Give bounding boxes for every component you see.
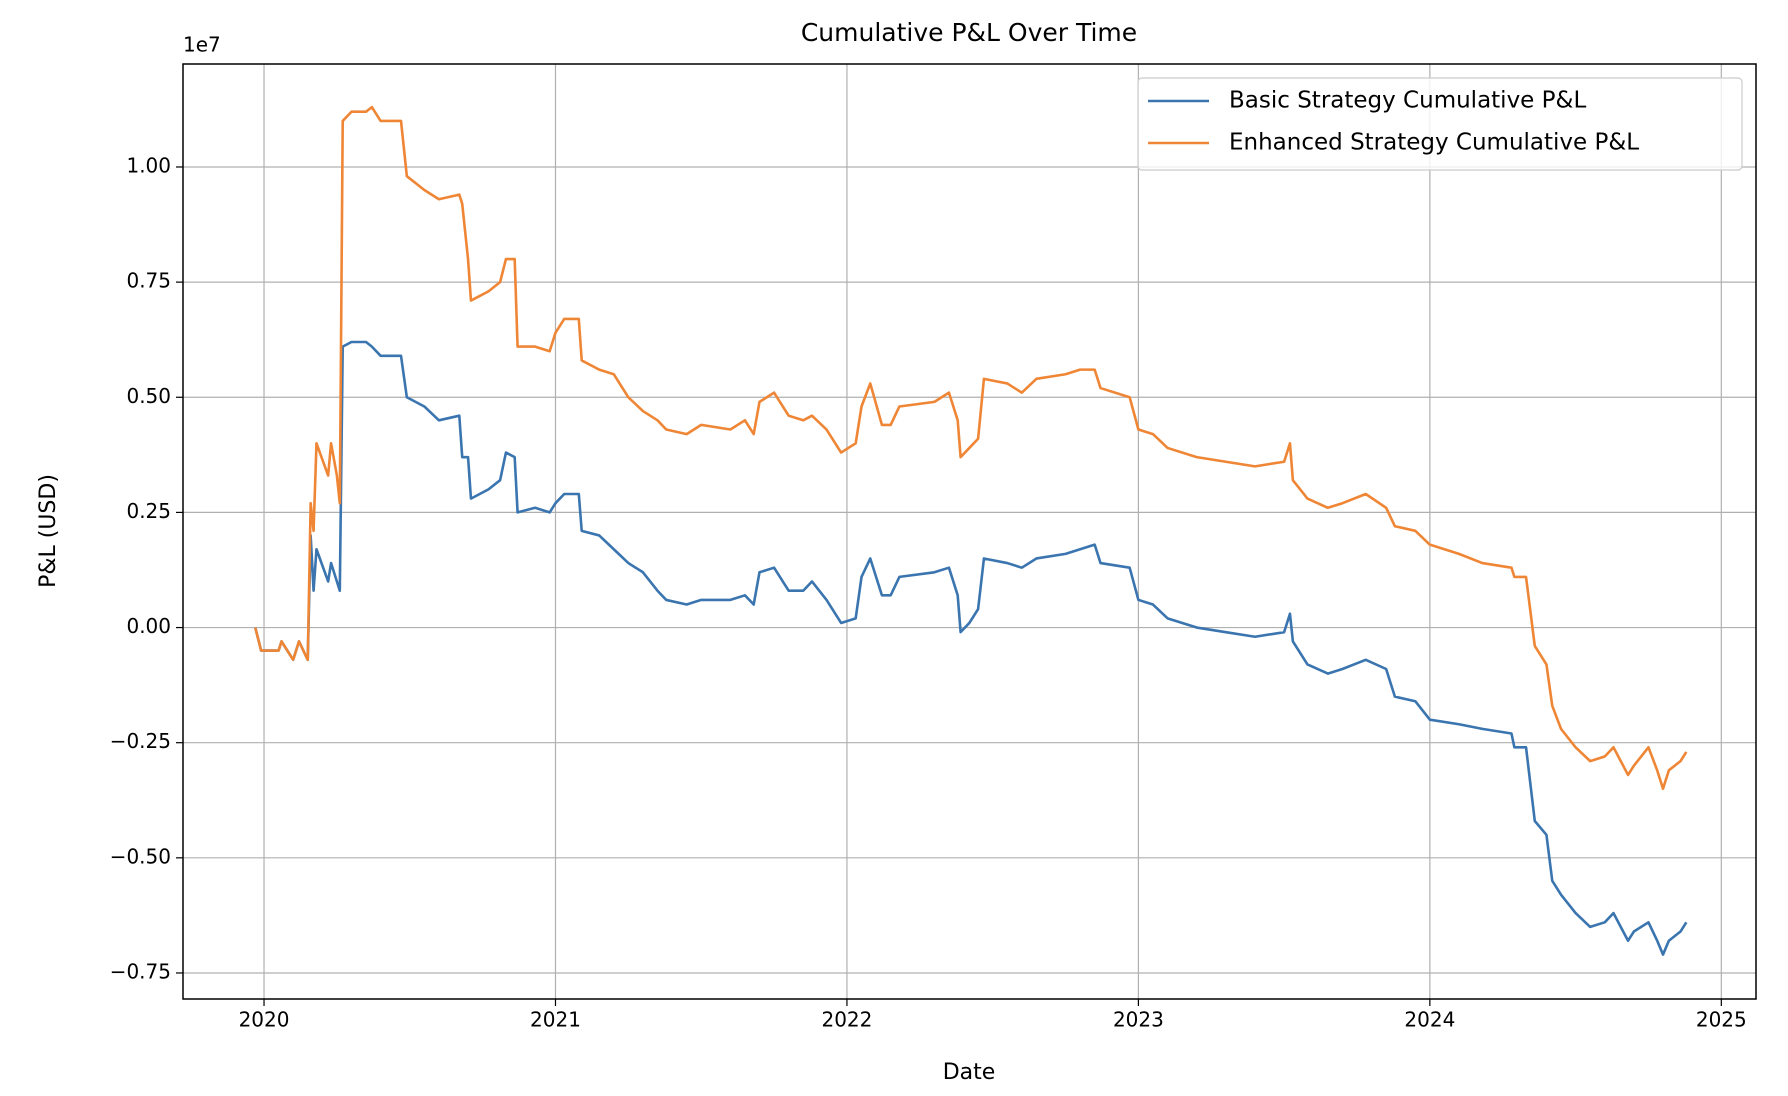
y-tick-label: 0.25 [126, 499, 171, 523]
y-tick-label: 0.50 [126, 384, 171, 408]
x-tick-label: 2021 [530, 1008, 581, 1032]
chart-title: Cumulative P&L Over Time [801, 18, 1137, 47]
y-tick-label: −0.50 [110, 844, 171, 868]
legend-label: Enhanced Strategy Cumulative P&L [1229, 130, 1639, 156]
y-tick-label: −0.75 [110, 959, 171, 983]
x-tick-label: 2024 [1404, 1008, 1455, 1032]
series-line [254, 105, 1688, 791]
plot-frame [182, 63, 1757, 1000]
x-tick-label: 2020 [239, 1008, 290, 1032]
y-tick-label: 0.75 [126, 269, 171, 293]
y-axis-label: P&L (USD) [36, 474, 61, 588]
x-axis-label: Date [943, 1060, 996, 1085]
y-tick-label: 1.00 [126, 153, 171, 177]
y-offset-label: 1e7 [183, 33, 221, 57]
legend: Basic Strategy Cumulative P&L Enhanced St… [1137, 77, 1743, 171]
y-tick-label: 0.00 [126, 614, 171, 638]
y-tick-label: −0.25 [110, 729, 171, 753]
x-tick-label: 2025 [1696, 1008, 1747, 1032]
series-line [254, 340, 1688, 956]
legend-box [1137, 77, 1743, 171]
legend-label: Basic Strategy Cumulative P&L [1229, 88, 1586, 114]
x-tick-label: 2022 [821, 1008, 872, 1032]
x-tick-label: 2023 [1113, 1008, 1164, 1032]
